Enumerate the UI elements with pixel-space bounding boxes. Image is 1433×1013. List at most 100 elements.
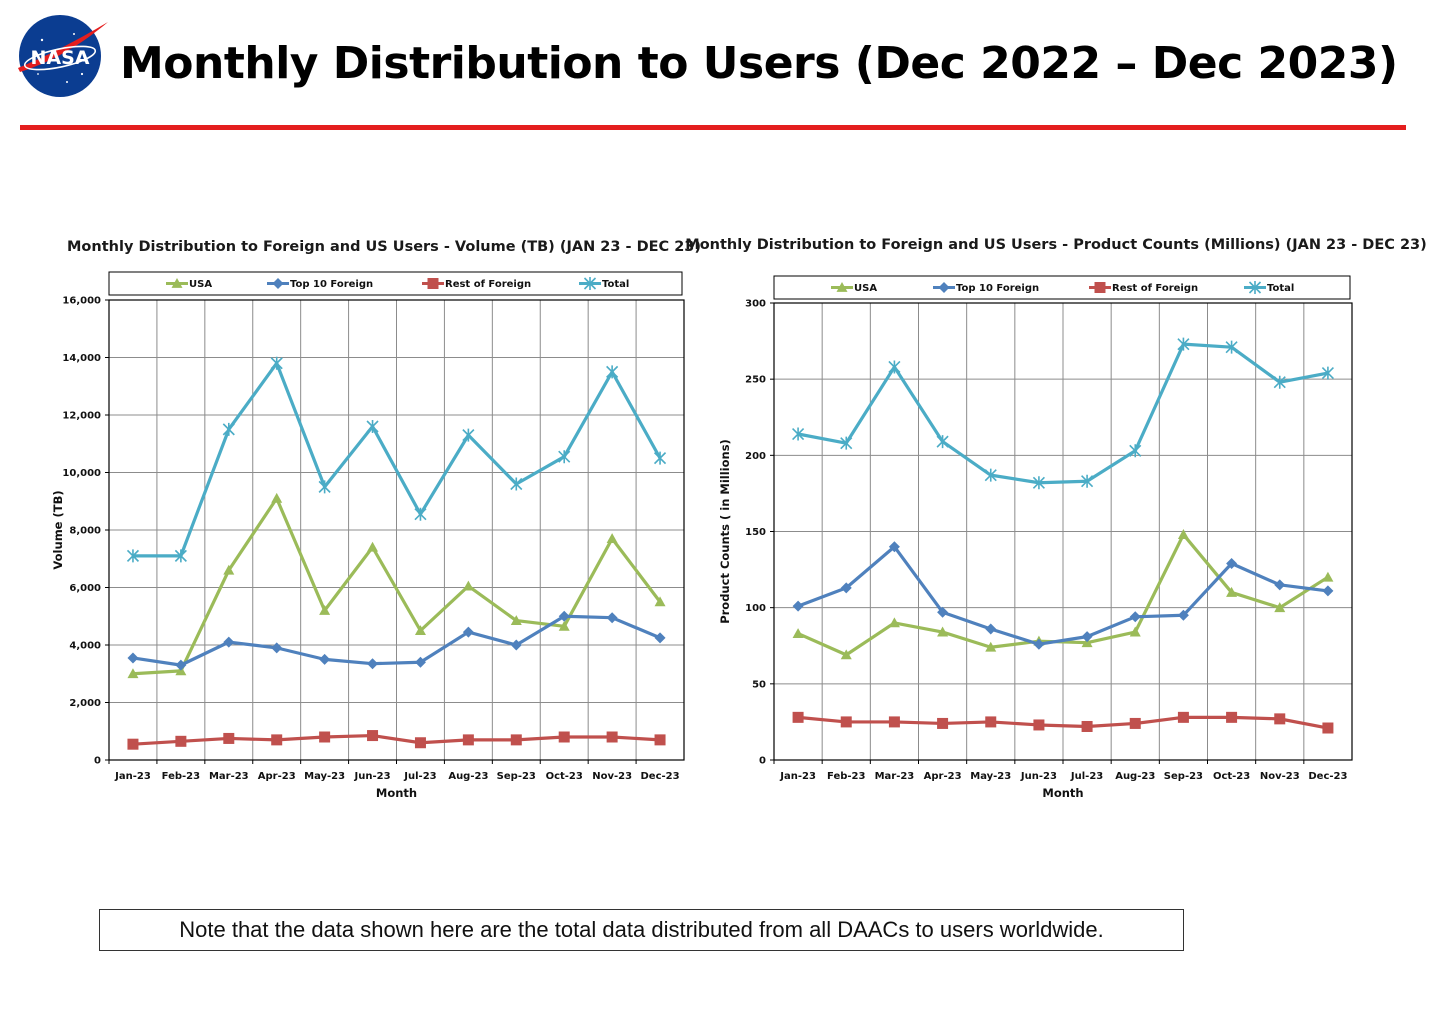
chart1-series-top-10-foreign xyxy=(792,541,1334,650)
chart0-point-total xyxy=(174,549,187,563)
chart0-point-usa xyxy=(367,541,379,552)
chart0-point-rest-of-foreign xyxy=(127,738,139,750)
chart1-point-rest-of-foreign xyxy=(1177,711,1189,723)
chart0-xtick-label: Jan-23 xyxy=(114,771,151,782)
chart0-ytick-label: 2,000 xyxy=(69,698,101,709)
chart1-ytick-label: 300 xyxy=(745,299,766,310)
chart0-point-usa xyxy=(127,668,139,679)
chart1-ytick-label: 50 xyxy=(752,679,766,690)
chart1-xtick-label: Dec-23 xyxy=(1308,771,1347,782)
chart0-ytick-label: 16,000 xyxy=(62,296,101,307)
chart1-point-usa xyxy=(1081,637,1093,648)
chart0-point-top-10-foreign xyxy=(127,652,139,664)
chart1-line-top-10-foreign xyxy=(797,545,1329,646)
chart0-series-top-10-foreign xyxy=(127,610,666,671)
chart0-point-rest-of-foreign xyxy=(510,734,522,746)
chart1-point-total xyxy=(1225,340,1238,354)
chart0-ytick-label: 4,000 xyxy=(69,641,101,652)
chart0-point-top-10-foreign xyxy=(271,642,283,654)
chart1-point-usa xyxy=(1129,626,1141,637)
chart1-xtick-label: Feb-23 xyxy=(827,771,865,782)
chart0-xtick-label: Sep-23 xyxy=(497,771,536,782)
chart0-point-total xyxy=(126,549,140,563)
chart0-title: Monthly Distribution to Foreign and US U… xyxy=(67,239,701,255)
title-divider xyxy=(20,125,1406,130)
chart1-legend-marker-top-10-foreign xyxy=(938,282,950,293)
chart0-point-usa xyxy=(558,620,570,631)
chart1-xtick-label: Apr-23 xyxy=(924,771,962,782)
chart1-point-rest-of-foreign xyxy=(1081,720,1093,732)
chart0-legend: USA Top 10 Foreign Rest of Foreign Total xyxy=(108,271,683,296)
chart1-point-top-10-foreign xyxy=(1081,631,1093,643)
chart0-point-total xyxy=(653,451,667,465)
chart1-point-usa xyxy=(1226,586,1238,597)
chart0-xlabel: Month xyxy=(376,786,417,800)
note-text: Note that the data shown here are the to… xyxy=(179,917,1104,942)
chart1-xlabel: Month xyxy=(1042,786,1083,800)
chart0-point-rest-of-foreign xyxy=(175,735,187,747)
chart0-xtick-label: Jul-23 xyxy=(403,771,436,782)
chart1-point-usa xyxy=(840,649,852,660)
chart1-point-usa xyxy=(1274,602,1286,613)
note-box: Note that the data shown here are the to… xyxy=(99,909,1184,951)
chart0-point-usa xyxy=(654,596,666,607)
chart0-xtick-label: Apr-23 xyxy=(258,771,296,782)
chart0-point-total xyxy=(366,420,379,433)
page-title: Monthly Distribution to Users (Dec 2022 … xyxy=(120,38,1398,89)
chart0-point-usa xyxy=(319,605,331,615)
chart0-xtick-label: May-23 xyxy=(304,771,345,782)
chart1-point-top-10-foreign xyxy=(1177,609,1189,621)
chart1-xtick-label: Sep-23 xyxy=(1164,771,1203,782)
chart1-point-top-10-foreign xyxy=(1274,579,1286,591)
chart1-ytick-label: 150 xyxy=(745,527,766,538)
chart1-legend-label-top-10-foreign: Top 10 Foreign xyxy=(956,283,1039,294)
chart1-point-rest-of-foreign xyxy=(1274,713,1286,725)
chart0-legend-box xyxy=(108,271,683,296)
chart0-xtick-label: Dec-23 xyxy=(641,771,680,782)
chart0-point-rest-of-foreign xyxy=(462,734,474,746)
chart1-series-rest-of-foreign xyxy=(792,711,1334,734)
chart1-point-rest-of-foreign xyxy=(1226,711,1238,723)
chart0-line-rest-of-foreign xyxy=(132,733,661,746)
nasa-logo: NASA xyxy=(18,15,108,97)
chart0-legend-label-top-10-foreign: Top 10 Foreign xyxy=(290,279,373,290)
chart0-point-usa xyxy=(223,564,235,575)
chart1-point-total xyxy=(1032,476,1045,490)
chart1-point-rest-of-foreign xyxy=(1033,719,1045,731)
chart1-legend-label-rest-of-foreign: Rest of Foreign xyxy=(1112,283,1198,294)
chart0-series-rest-of-foreign xyxy=(127,730,666,750)
chart0-line-top-10-foreign xyxy=(132,614,661,667)
chart1-point-rest-of-foreign xyxy=(937,717,949,729)
chart1-point-rest-of-foreign xyxy=(1322,722,1334,734)
chart1-point-top-10-foreign xyxy=(792,600,804,612)
chart1-point-usa xyxy=(1322,571,1334,582)
chart1-point-top-10-foreign xyxy=(840,582,852,594)
chart0-ytick-label: 8,000 xyxy=(69,526,101,537)
chart0-line-total xyxy=(132,361,662,558)
chart0-point-total xyxy=(414,507,427,521)
chart1-point-top-10-foreign xyxy=(1322,585,1334,597)
chart1-point-rest-of-foreign xyxy=(985,716,997,728)
chart1-point-top-10-foreign xyxy=(1033,638,1045,650)
product-counts-chart: Monthly Distribution to Foreign and US U… xyxy=(685,237,1426,800)
chart0-point-total xyxy=(462,428,475,442)
chart1-xtick-label: Oct-23 xyxy=(1213,771,1250,782)
chart1-point-top-10-foreign xyxy=(937,606,949,618)
chart0-xtick-label: Jun-23 xyxy=(354,771,391,782)
chart1-point-total xyxy=(840,436,853,450)
chart0-line-usa xyxy=(132,496,662,676)
chart1-point-usa xyxy=(888,617,900,628)
chart0-point-usa xyxy=(414,625,426,636)
chart0-ytick-label: 6,000 xyxy=(69,583,101,594)
chart0-point-total xyxy=(558,450,571,464)
chart1-line-total xyxy=(797,342,1329,485)
chart1-ytick-label: 200 xyxy=(745,451,766,462)
volume-chart: Monthly Distribution to Foreign and US U… xyxy=(51,239,701,800)
chart0-ylabel: Volume (TB) xyxy=(51,490,65,569)
chart0-ytick-label: 10,000 xyxy=(62,468,101,479)
chart0-legend-label-total: Total xyxy=(602,279,629,290)
chart1-point-usa xyxy=(1177,529,1189,539)
chart1-line-rest-of-foreign xyxy=(797,715,1329,730)
chart1-point-rest-of-foreign xyxy=(1129,717,1141,729)
chart0-point-total xyxy=(606,365,619,379)
